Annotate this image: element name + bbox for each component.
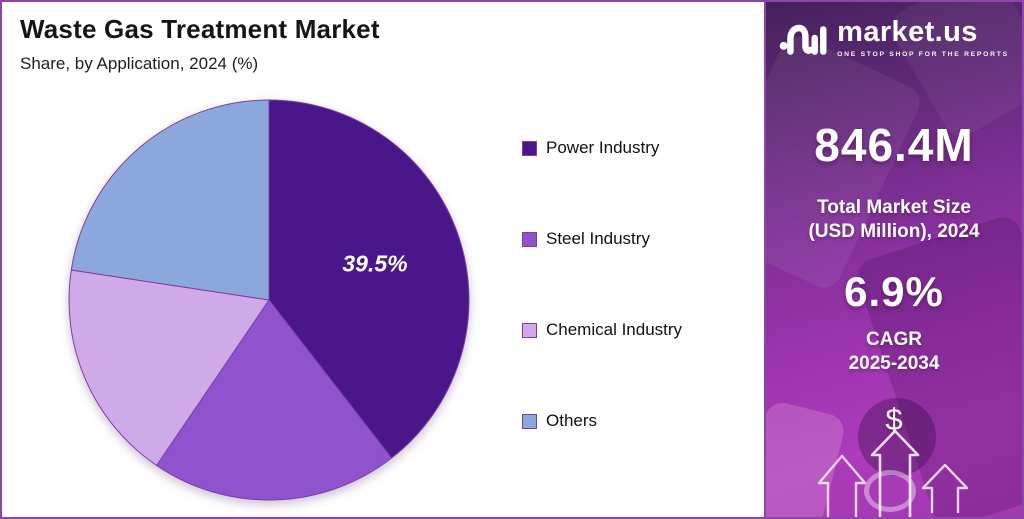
cagr-label: CAGR 2025-2034 <box>766 328 1022 376</box>
pie-slice-2 <box>68 269 270 466</box>
chart-legend: Power Industry Steel Industry Chemical I… <box>522 138 682 431</box>
market-size-value: 846.4M <box>814 119 974 171</box>
brand-name: market.us <box>837 16 978 48</box>
market-size-label-line2: (USD Million), 2024 <box>808 221 980 242</box>
cagr-label-line2: 2025-2034 <box>848 353 940 374</box>
legend-label-others: Others <box>546 411 598 430</box>
brand-sidebar: market.us ONE STOP SHOP FOR THE REPORTS … <box>764 2 1022 517</box>
marketus-logo-text: market.us ONE STOP SHOP FOR THE REPORTS <box>837 16 1009 59</box>
growth-arrows-icon <box>817 429 969 517</box>
market-size-label: Total Market Size (USD Million), 2024 <box>766 196 1022 244</box>
marketus-logo-icon <box>779 24 827 55</box>
page-subtitle: Share, by Application, 2024 (%) <box>20 54 259 73</box>
pie-chart: 39.5% <box>64 95 474 505</box>
legend-label-chemical: Chemical Industry <box>546 320 683 339</box>
legend-item-steel-industry: Steel Industry <box>522 229 682 249</box>
pie-chart-svg: 39.5% <box>68 99 470 501</box>
legend-item-power-industry: Power Industry <box>522 138 682 158</box>
pie-slice-0 <box>268 99 470 459</box>
brand-tagline: ONE STOP SHOP FOR THE REPORTS <box>837 51 1009 58</box>
cagr-label-line1: CAGR <box>866 329 922 350</box>
photo-cup-ring <box>864 470 916 512</box>
legend-label-steel: Steel Industry <box>546 229 650 248</box>
legend-item-chemical-industry: Chemical Industry <box>522 320 682 340</box>
legend-swatch-chemical <box>522 322 537 338</box>
legend-item-others: Others <box>522 411 682 431</box>
marketus-logo: market.us ONE STOP SHOP FOR THE REPORTS <box>766 17 1022 59</box>
legend-swatch-steel <box>522 231 537 247</box>
cagr-value: 6.9% <box>844 268 944 315</box>
pie-slice-data-label: 39.5% <box>342 251 407 277</box>
pie-slice-1 <box>156 299 393 501</box>
legend-label-power: Power Industry <box>546 138 660 157</box>
legend-swatch-power <box>522 140 537 156</box>
page-title: Waste Gas Treatment Market <box>20 14 380 44</box>
pie-slice-3 <box>70 99 270 301</box>
legend-swatch-others <box>522 413 537 429</box>
market-size-label-line1: Total Market Size <box>817 197 971 218</box>
photo-cup-shadow <box>858 398 936 476</box>
dollar-icon: $ <box>885 402 903 437</box>
